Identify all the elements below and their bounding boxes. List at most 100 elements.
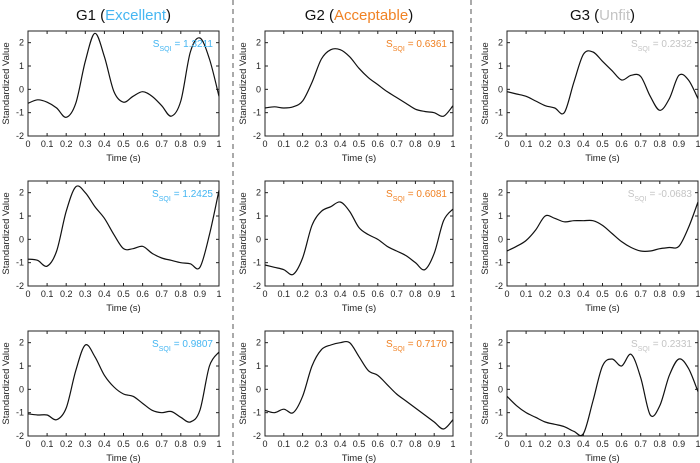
x-axis-label: Time (s) — [342, 453, 376, 463]
x-axis-label: Time (s) — [342, 303, 376, 314]
x-tick-label: 0.3 — [558, 289, 571, 299]
y-tick-label: -2 — [253, 131, 261, 141]
x-tick-label: 1 — [695, 289, 700, 299]
y-tick-label: 1 — [19, 211, 24, 221]
sqi-symbol: S — [386, 339, 393, 350]
y-tick-label: -2 — [16, 281, 24, 291]
y-tick-label: 0 — [256, 84, 261, 94]
y-tick-label: 2 — [498, 338, 503, 348]
x-tick-label: 0 — [504, 439, 509, 449]
x-tick-label: 0.7 — [155, 439, 168, 449]
y-tick-label: 0 — [19, 84, 24, 94]
y-axis-label: Standardized Value — [480, 342, 491, 424]
sqi-annotation: SSQI = 0.6361 — [386, 39, 447, 53]
x-axis-label: Time (s) — [106, 453, 140, 463]
x-tick-label: 0.2 — [60, 289, 73, 299]
x-tick-label: 0.5 — [596, 139, 609, 149]
x-tick-label: 0.9 — [194, 439, 207, 449]
x-tick-label: 1 — [450, 139, 455, 149]
quality-label: Acceptable — [334, 7, 408, 24]
x-tick-label: 0.8 — [654, 139, 667, 149]
y-tick-label: 1 — [19, 61, 24, 71]
x-tick-label: 0.8 — [175, 139, 188, 149]
x-tick-label: 1 — [216, 139, 221, 149]
sqi-value: = 0.6081 — [408, 189, 448, 200]
y-tick-label: 2 — [256, 188, 261, 198]
group-name: G2 ( — [305, 7, 334, 24]
signal-line — [27, 344, 220, 423]
y-tick-label: -1 — [495, 258, 503, 268]
y-tick-label: 1 — [256, 361, 261, 371]
y-tick-label: -1 — [253, 258, 261, 268]
y-tick-label: -1 — [253, 408, 261, 418]
x-tick-label: 0 — [25, 139, 30, 149]
sqi-annotation: SSQI = 0.7170 — [386, 339, 447, 353]
sqi-annotation: SSQI = -0.0683 — [628, 189, 693, 203]
sqi-symbol: S — [631, 39, 638, 50]
sqi-symbol: S — [631, 339, 638, 350]
sqi-symbol: S — [628, 189, 635, 200]
group-title-paren: ) — [166, 7, 171, 24]
x-tick-label: 0.6 — [372, 139, 385, 149]
x-tick-label: 0.9 — [428, 439, 441, 449]
x-tick-label: 0.2 — [296, 439, 309, 449]
y-tick-label: -1 — [16, 408, 24, 418]
y-tick-label: -1 — [253, 108, 261, 118]
sqi-symbol: S — [152, 189, 159, 200]
sqi-symbol: S — [386, 39, 393, 50]
x-tick-label: 0.1 — [278, 439, 291, 449]
x-tick-label: 0.7 — [634, 439, 647, 449]
x-tick-label: 0.5 — [596, 439, 609, 449]
x-tick-label: 0.5 — [596, 289, 609, 299]
subplot-g1-2: 0 0.1 0.2 0.3 0.4 0.5 0.6 0.7 0.8 0.9 1 -2 -1 0 1 2 Time… — [1, 180, 222, 314]
y-tick-label: 0 — [498, 84, 503, 94]
x-tick-label: 0.1 — [41, 139, 54, 149]
sqi-symbol: S — [153, 39, 160, 50]
x-tick-label: 0.7 — [390, 289, 403, 299]
y-tick-label: 1 — [256, 61, 261, 71]
x-tick-label: 0.9 — [428, 289, 441, 299]
sqi-subscript: SQI — [638, 46, 650, 53]
sqi-value: = 0.2332 — [653, 39, 693, 50]
y-tick-label: 1 — [498, 361, 503, 371]
x-axis-label: Time (s) — [585, 453, 619, 463]
group-title: G1 (Excellent) — [76, 7, 171, 24]
signal-line — [27, 32, 220, 118]
y-tick-label: 0 — [256, 384, 261, 394]
x-tick-label: 0.3 — [558, 439, 571, 449]
x-tick-label: 0.2 — [539, 139, 552, 149]
y-tick-label: 1 — [19, 361, 24, 371]
x-tick-label: 0.9 — [194, 289, 207, 299]
y-tick-label: 2 — [19, 338, 24, 348]
x-axis-label: Time (s) — [106, 153, 140, 164]
group-title-paren: ) — [408, 7, 413, 24]
x-tick-label: 0.8 — [175, 439, 188, 449]
signal-line — [506, 201, 699, 252]
x-tick-label: 0.2 — [296, 289, 309, 299]
x-tick-label: 0.8 — [175, 289, 188, 299]
sqi-symbol: S — [152, 339, 159, 350]
x-tick-label: 0.7 — [155, 289, 168, 299]
y-tick-label: -1 — [495, 408, 503, 418]
sqi-value: = 0.2331 — [653, 339, 693, 350]
y-tick-label: -1 — [495, 108, 503, 118]
y-tick-label: 0 — [19, 234, 24, 244]
quality-label: Excellent — [105, 7, 167, 24]
x-tick-label: 0.7 — [390, 139, 403, 149]
y-tick-label: -1 — [16, 258, 24, 268]
sqi-annotation: SSQI = 1.2425 — [152, 189, 213, 203]
subplot-g1-1: 0 0.1 0.2 0.3 0.4 0.5 0.6 0.7 0.8 0.9 1 -2 -1 0 1 2 Time… — [1, 30, 222, 164]
y-tick-label: 2 — [256, 38, 261, 48]
sqi-value: = 0.6361 — [408, 39, 448, 50]
x-tick-label: 0.4 — [98, 139, 111, 149]
sqi-annotation: SSQI = 1.3211 — [153, 39, 214, 53]
sqi-subscript: SQI — [393, 46, 405, 53]
x-tick-label: 0.3 — [79, 139, 92, 149]
subplot-g3-3: 0 0.1 0.2 0.3 0.4 0.5 0.6 0.7 0.8 0.9 1 -2 -1 0 1 2 Time… — [480, 330, 700, 463]
y-tick-label: 1 — [498, 211, 503, 221]
x-tick-label: 0.4 — [577, 289, 590, 299]
sqi-subscript: SQI — [393, 196, 405, 203]
sqi-subscript: SQI — [634, 196, 646, 203]
